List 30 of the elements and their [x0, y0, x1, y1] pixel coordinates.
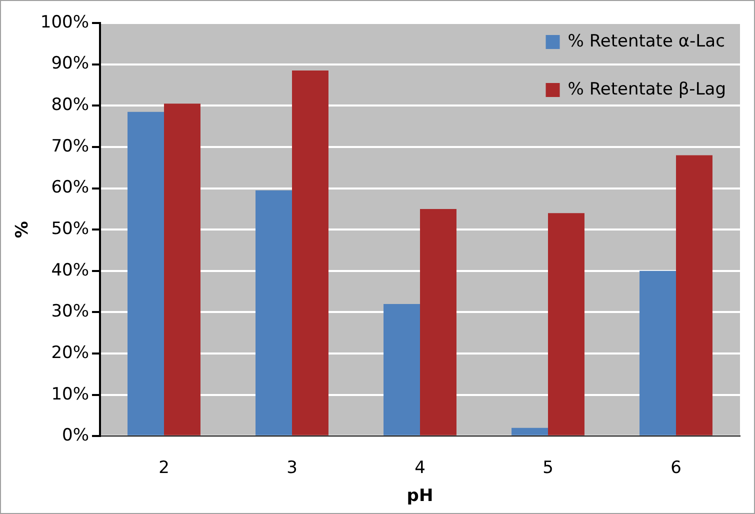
bar [676, 155, 712, 436]
legend-label: % Retentate β-Lag [568, 79, 726, 100]
y-tick-label: 80% [51, 95, 89, 116]
bar [292, 70, 328, 436]
y-tick-label: 0% [62, 426, 89, 446]
y-tick-label: 50% [51, 219, 89, 240]
y-tick-label: 30% [51, 302, 89, 322]
bar [384, 304, 420, 436]
x-tick-label: 5 [542, 458, 554, 478]
y-axis-title: % [12, 221, 33, 238]
x-tick-label: 3 [286, 458, 298, 478]
bar [640, 270, 676, 436]
x-tick-label: 4 [414, 458, 426, 478]
bar [128, 112, 164, 436]
y-tick-label: 90% [51, 54, 89, 74]
y-tick-label: 40% [51, 260, 89, 280]
legend-label: % Retentate α-Lac [568, 31, 725, 52]
y-tick-label: 60% [51, 178, 89, 198]
y-tick-label: 100% [40, 12, 89, 32]
bar [548, 213, 584, 436]
bar [512, 428, 548, 436]
x-axis-title: pH [406, 486, 434, 506]
bar [256, 190, 292, 436]
y-tick-label: 10% [51, 384, 89, 404]
x-tick-label: 2 [158, 458, 170, 478]
y-tick-label: 20% [51, 342, 89, 363]
y-tick-label: 70% [51, 136, 89, 156]
bar [420, 208, 456, 436]
bar [164, 104, 200, 436]
x-tick-label: 6 [670, 458, 682, 478]
